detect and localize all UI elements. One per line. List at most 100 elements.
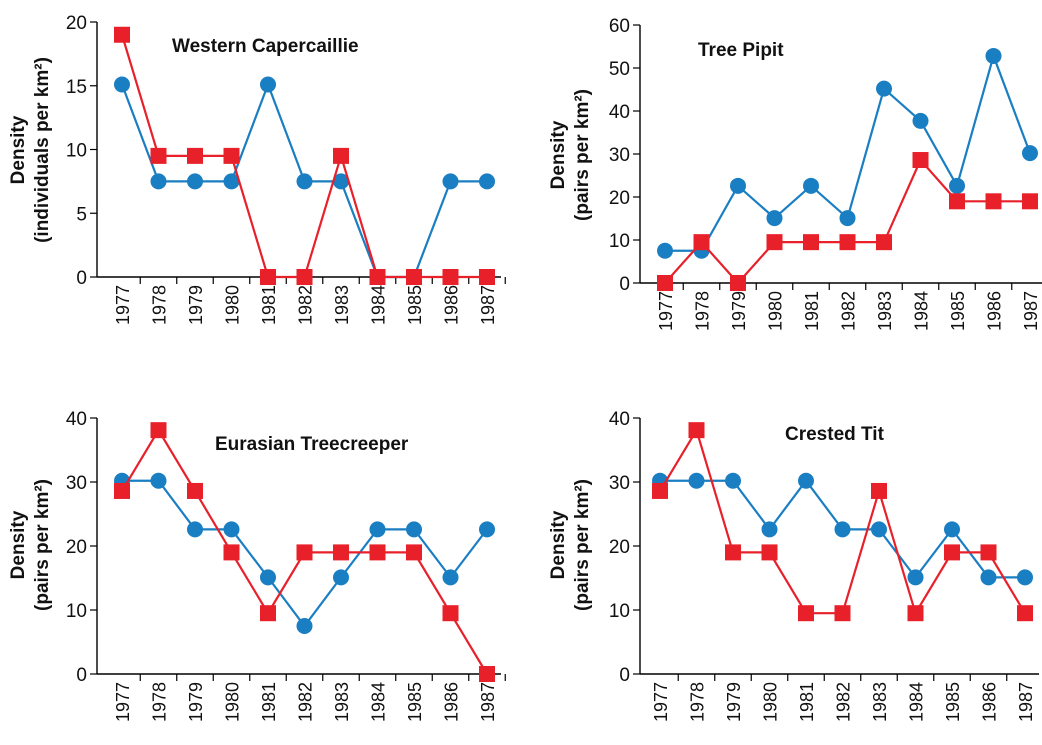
x-tick-label: 1978 — [688, 682, 708, 722]
x-tick-label: 1979 — [729, 291, 749, 331]
data-point-circle — [761, 521, 778, 538]
data-point-circle — [442, 569, 459, 586]
x-tick-label: 1986 — [980, 682, 1000, 722]
x-tick-label: 1981 — [802, 291, 822, 331]
y-tick-label: 30 — [609, 145, 630, 166]
x-tick-label: 1987 — [1016, 682, 1036, 722]
y-tick-label: 0 — [619, 274, 630, 295]
x-tick-label: 1986 — [442, 285, 462, 325]
x-tick-label: 1981 — [797, 682, 817, 722]
y-tick-label: 10 — [609, 601, 630, 622]
y-axis-label-line: (pairs per km²) — [32, 479, 53, 611]
panel-western-capercaillie: 0 5 10 15 20 1977 1978 1979 1980 1981 1982 1983 1984… — [8, 13, 506, 325]
data-point-circle — [333, 173, 349, 190]
data-point-circle — [260, 569, 276, 586]
data-point-circle — [839, 210, 856, 227]
data-point-square — [296, 269, 313, 285]
data-point-square — [876, 234, 892, 251]
x-tick-label: 1983 — [875, 291, 895, 331]
data-point-square — [688, 422, 705, 439]
data-point-circle — [871, 521, 887, 538]
data-point-square — [912, 152, 929, 169]
y-axis-label-line: (individuals per km²) — [32, 57, 53, 243]
x-tick-label: 1982 — [834, 682, 854, 722]
x-tick-label: 1981 — [259, 285, 279, 325]
data-point-square — [693, 234, 710, 251]
y-axis-label: Density (pairs per km²) — [8, 479, 53, 611]
chart-title: Crested Tit — [785, 424, 885, 445]
y-axis-label: Density (pairs per km²) — [548, 89, 593, 221]
data-point-circle — [949, 177, 965, 194]
data-point-square — [725, 544, 741, 561]
y-axis-label-line: (pairs per km²) — [572, 89, 593, 221]
data-point-circle — [657, 242, 673, 259]
x-tick-label: 1983 — [870, 682, 890, 722]
y-tick-label: 10 — [66, 141, 87, 162]
y-tick-label: 0 — [619, 665, 630, 686]
data-point-circle — [798, 472, 814, 489]
data-point-circle — [187, 521, 203, 538]
data-point-circle — [834, 521, 851, 538]
y-tick-label: 10 — [609, 231, 630, 252]
data-point-circle — [223, 521, 240, 538]
x-tick-label: 1985 — [948, 291, 968, 331]
x-tick-label: 1978 — [150, 285, 170, 325]
data-point-circle — [1017, 569, 1033, 586]
data-point-square — [657, 275, 673, 291]
chart-title: Eurasian Treecreeper — [215, 434, 409, 455]
y-tick-label: 0 — [76, 268, 87, 289]
x-tick-label: 1981 — [259, 682, 279, 722]
x-tick-label: 1982 — [296, 285, 316, 325]
data-point-square — [187, 147, 203, 164]
data-point-circle — [187, 173, 203, 190]
panel-crested-tit: 0 10 20 30 40 1977 1978 1979 1980 1981 1982 1983 198… — [548, 409, 1039, 722]
data-point-square — [730, 275, 746, 291]
y-tick-label: 40 — [66, 409, 87, 430]
data-point-square — [1022, 193, 1038, 210]
data-point-square — [766, 234, 783, 251]
y-tick-label: 40 — [609, 409, 630, 430]
data-point-circle — [296, 173, 313, 190]
data-point-square — [333, 544, 349, 561]
y-tick-label: 60 — [609, 16, 630, 37]
data-point-square — [223, 147, 240, 164]
y-tick-label: 30 — [609, 473, 630, 494]
data-point-circle — [479, 521, 495, 538]
data-point-square — [798, 605, 814, 622]
y-tick-label: 0 — [76, 665, 87, 686]
data-point-circle — [333, 569, 349, 586]
x-tick-label: 1984 — [369, 285, 389, 325]
data-point-square — [803, 234, 819, 251]
data-point-circle — [803, 177, 819, 194]
data-point-square — [223, 544, 240, 561]
x-tick-label: 1985 — [405, 285, 425, 325]
data-point-square — [761, 544, 778, 561]
data-point-circle — [150, 173, 167, 190]
data-point-square — [150, 422, 167, 439]
x-tick-label: 1987 — [478, 285, 498, 325]
y-tick-label: 5 — [76, 204, 87, 225]
data-point-square — [187, 482, 203, 499]
data-point-square — [406, 544, 422, 561]
data-point-square — [369, 269, 386, 285]
y-axis-label-line: (pairs per km²) — [572, 479, 593, 611]
data-point-circle — [766, 210, 783, 227]
data-point-circle — [296, 618, 313, 634]
data-point-square — [406, 269, 422, 285]
data-point-square — [442, 269, 459, 285]
data-point-circle — [912, 112, 929, 129]
data-point-circle — [223, 173, 240, 190]
data-point-circle — [150, 472, 167, 489]
panel-eurasian-treecreeper: 0 10 20 30 40 1977 1978 1979 1980 1981 1982 1983 198… — [8, 409, 506, 722]
chart-title: Western Capercaillie — [172, 36, 359, 57]
data-point-square — [296, 544, 313, 561]
x-tick-label: 1982 — [839, 291, 859, 331]
data-point-square — [479, 666, 495, 682]
x-tick-label: 1987 — [478, 682, 498, 722]
x-tick-label: 1980 — [223, 682, 243, 722]
x-tick-label: 1986 — [442, 682, 462, 722]
data-point-circle — [114, 76, 130, 93]
panel-tree-pipit: 0 10 20 30 40 50 60 1977 1978 1979 1980 1981 1982 198… — [548, 16, 1042, 331]
y-tick-label: 40 — [609, 102, 630, 123]
x-tick-label: 1980 — [766, 291, 786, 331]
